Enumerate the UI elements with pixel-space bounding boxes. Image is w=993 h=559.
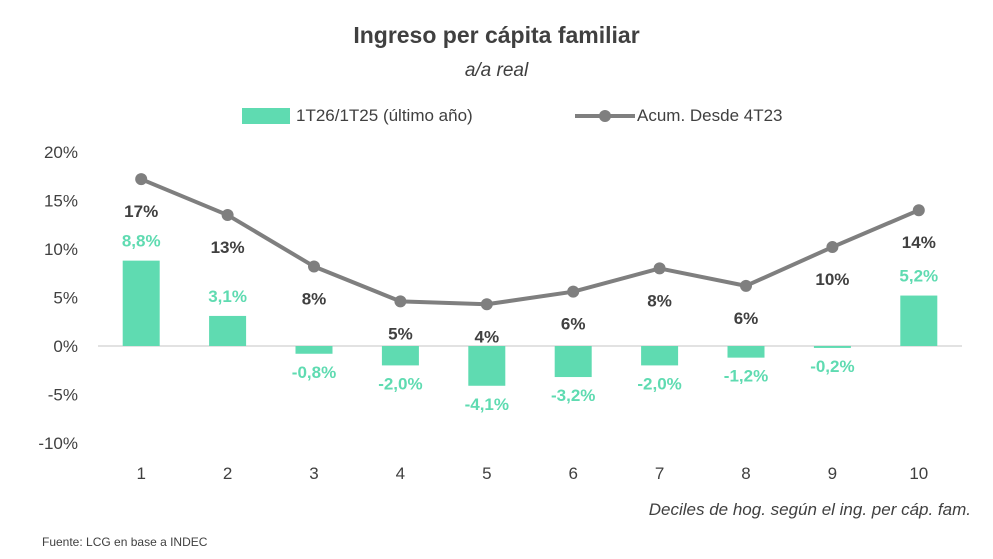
bar [381,346,419,366]
x-tick-label: 4 [396,464,405,483]
bar-data-label: -0,8% [292,363,336,382]
y-tick-label: 5% [53,289,78,308]
line-point [567,285,580,298]
line-point [826,241,839,254]
line-data-label: 17% [124,202,158,221]
legend-line-label: Acum. Desde 4T23 [637,106,783,125]
bar [641,346,679,366]
x-tick-label: 5 [482,464,491,483]
bar [900,295,938,346]
bar-data-label: 3,1% [208,287,247,306]
line-data-label: 8% [647,291,672,310]
chart-title: Ingreso per cápita familiar [353,22,640,48]
line-point [221,209,234,222]
bar [122,260,160,346]
bar-data-label: 8,8% [122,232,161,251]
x-tick-label: 1 [136,464,145,483]
x-tick-label: 8 [741,464,750,483]
legend-item-bars: 1T26/1T25 (último año) [242,104,473,128]
line-data-label: 5% [388,324,413,343]
line-point [394,295,407,308]
chart-subtitle: a/a real [464,60,529,81]
bar-data-label: -0,2% [810,357,854,376]
x-tick-label: 10 [909,464,928,483]
y-tick-label: -5% [48,386,78,405]
bar-data-label: 5,2% [899,267,938,286]
line-point [135,173,148,186]
y-tick-label: 20% [44,143,78,162]
bar [468,346,506,386]
bar [813,346,851,348]
y-tick-label: 0% [53,337,78,356]
bar [554,346,592,378]
x-axis-label: Deciles de hog. según el ing. per cáp. f… [648,500,971,519]
bar-data-label: -4,1% [465,395,509,414]
legend-bar-swatch [242,108,290,124]
x-tick-label: 7 [655,464,664,483]
line-data-label: 6% [561,315,586,334]
line-data-label: 8% [302,289,327,308]
line-data-label: 10% [815,270,849,289]
line-data-label: 14% [902,233,936,252]
source-note: Fuente: LCG en base a INDEC [42,535,208,549]
x-tick-label: 6 [568,464,577,483]
bar-data-label: -3,2% [551,386,595,405]
line-point [653,262,666,275]
y-tick-label: 10% [44,240,78,259]
bar-data-label: -2,0% [378,374,422,393]
x-tick-label: 2 [223,464,232,483]
legend-line-swatch [575,107,635,125]
legend-bar-label: 1T26/1T25 (último año) [296,106,473,125]
x-tick-label: 9 [828,464,837,483]
line-point [480,298,493,311]
y-tick-label: 15% [44,192,78,211]
line-point [912,204,925,217]
bar [209,315,247,346]
line-point [308,260,320,273]
bar-data-label: -2,0% [637,374,681,393]
line-series [140,177,920,307]
bar [295,346,333,354]
line-data-label: 6% [734,309,759,328]
line-data-label: 13% [211,238,245,257]
bar-data-label: -1,2% [724,367,768,386]
line-point [740,279,752,292]
line-data-label: 4% [475,327,500,346]
legend-item-line: Acum. Desde 4T23 [575,104,783,128]
bar [727,346,765,358]
y-tick-label: -10% [38,434,78,453]
x-tick-label: 3 [309,464,318,483]
